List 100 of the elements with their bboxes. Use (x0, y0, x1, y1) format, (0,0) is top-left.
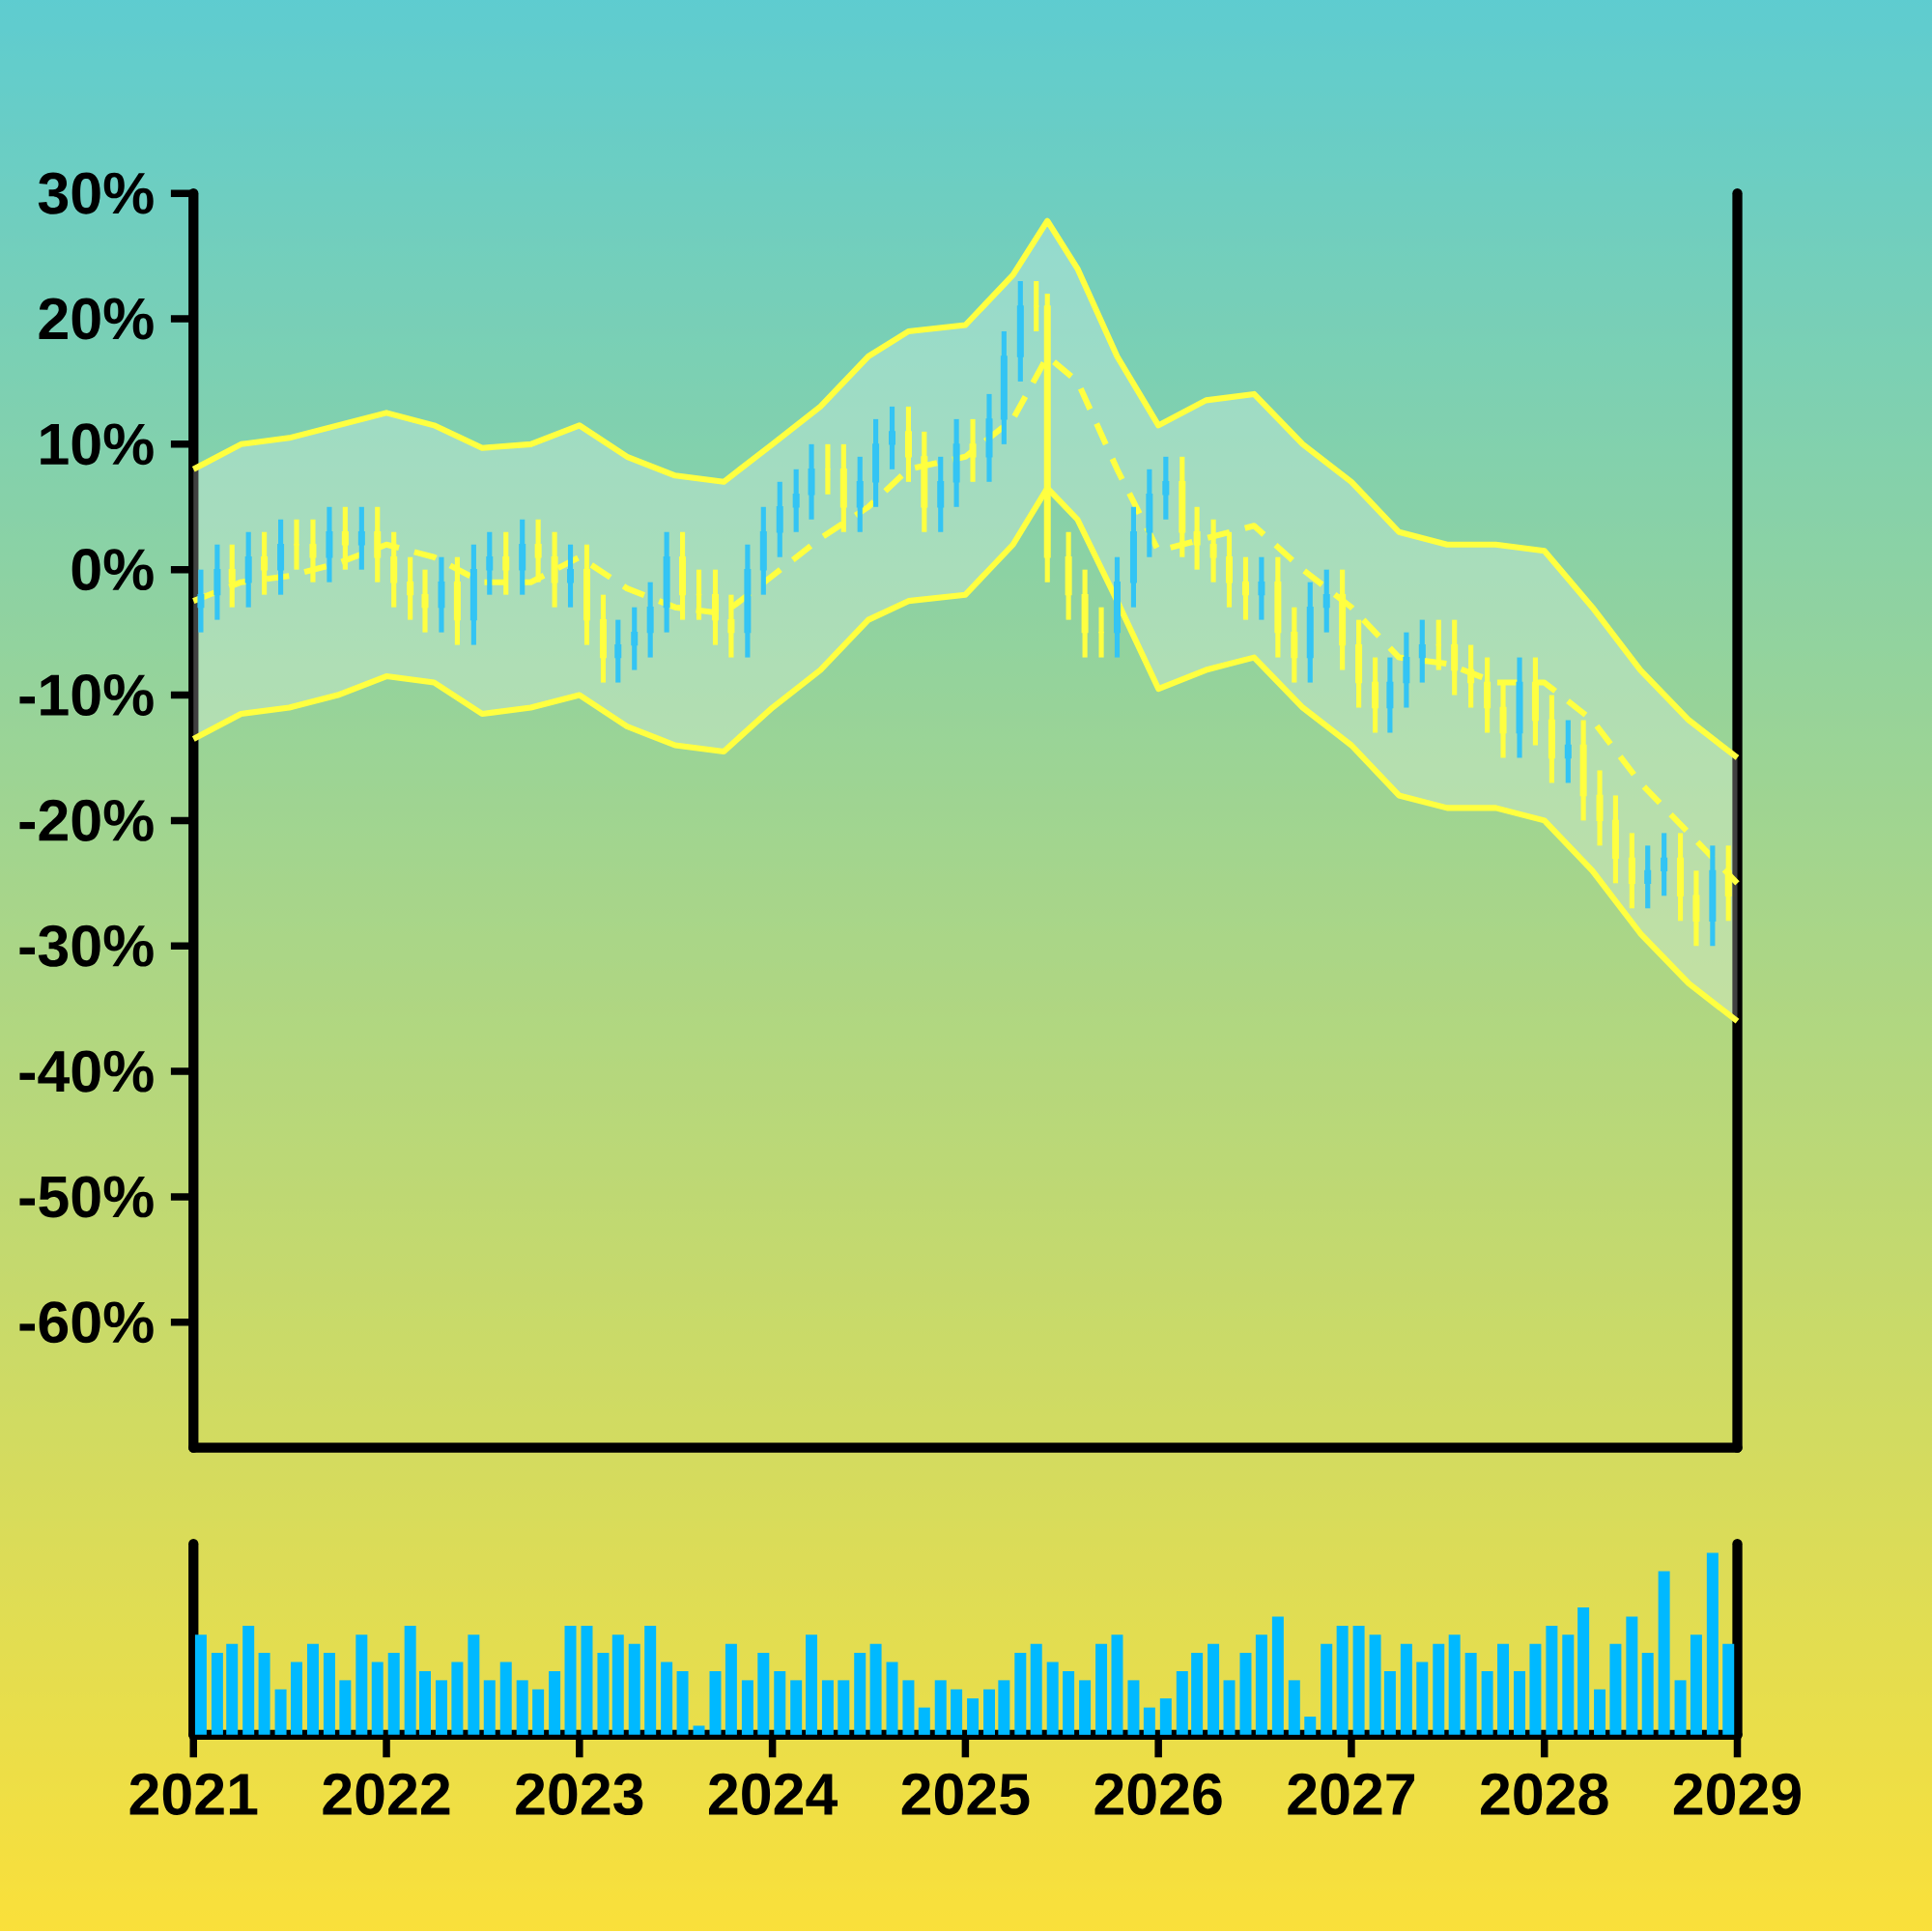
bar (1176, 1670, 1188, 1735)
bar (323, 1653, 335, 1735)
candlestick (1661, 833, 1668, 896)
bar (709, 1670, 722, 1735)
bar (1288, 1680, 1300, 1735)
candlestick (889, 406, 896, 469)
y-tick-label: 0% (71, 549, 154, 591)
bar (1546, 1625, 1558, 1735)
candlestick (1322, 569, 1330, 633)
y-tick-label: -20% (19, 799, 154, 841)
candlestick (486, 531, 494, 595)
y-tick-label: -10% (19, 673, 154, 717)
x-tick-label: 2029 (1673, 1773, 1801, 1815)
bar (1609, 1643, 1622, 1735)
bar (1497, 1643, 1510, 1735)
x-tick-label: 2021 (129, 1773, 258, 1815)
bar (1626, 1616, 1638, 1735)
bar (1079, 1680, 1092, 1735)
candlestick (969, 418, 977, 482)
bar (1111, 1634, 1123, 1735)
bar (693, 1725, 705, 1735)
x-tick-label: 2026 (1094, 1773, 1222, 1815)
candlestick (792, 469, 800, 532)
candlestick (614, 619, 622, 683)
candlestick (1418, 619, 1426, 683)
y-tick-label: 20% (39, 298, 154, 340)
y-tick-label: -60% (19, 1301, 154, 1344)
bar (371, 1662, 384, 1735)
bar (258, 1653, 270, 1735)
candlestick (357, 506, 365, 570)
bar (1706, 1552, 1719, 1735)
candlestick (1644, 845, 1652, 909)
bar (1529, 1643, 1542, 1735)
candlestick (1258, 556, 1265, 620)
bar (1304, 1717, 1317, 1735)
bar (483, 1680, 496, 1735)
candlestick (374, 506, 382, 582)
bar (1255, 1634, 1267, 1735)
candlestick (309, 519, 317, 582)
bar (774, 1670, 786, 1735)
bar (983, 1689, 996, 1735)
bar (1321, 1643, 1333, 1735)
candlestick (421, 569, 429, 633)
bar (1641, 1653, 1654, 1735)
candlestick (341, 506, 349, 570)
bar (1223, 1680, 1236, 1735)
x-tick-label: 2023 (516, 1773, 643, 1816)
bar (1481, 1670, 1493, 1735)
y-tick-label: -50% (19, 1176, 154, 1218)
bar (951, 1689, 963, 1735)
bar (355, 1634, 368, 1735)
bar (274, 1689, 287, 1735)
y-tick-label: 10% (41, 423, 154, 466)
candlestick (1209, 519, 1217, 582)
x-tick-label: 2025 (901, 1773, 1030, 1815)
candlestick (1241, 556, 1249, 620)
bar (306, 1643, 319, 1735)
bar (757, 1653, 770, 1735)
bar (724, 1643, 737, 1735)
bar (1464, 1653, 1477, 1735)
bar (1514, 1670, 1525, 1735)
bar (838, 1680, 850, 1735)
bar (1352, 1625, 1365, 1735)
bar (1095, 1643, 1108, 1735)
bar (1369, 1634, 1381, 1735)
bar (532, 1689, 545, 1735)
candlestick (197, 569, 205, 633)
bar (1191, 1653, 1204, 1735)
bar (902, 1680, 915, 1735)
bar (516, 1680, 528, 1735)
bar (339, 1680, 352, 1735)
bar (291, 1662, 302, 1735)
bar (1336, 1625, 1349, 1735)
candlestick (1162, 456, 1170, 520)
bar (564, 1625, 577, 1735)
candlestick (534, 519, 542, 582)
candlestick (1193, 506, 1201, 570)
bar (1594, 1689, 1606, 1735)
bar (1448, 1634, 1461, 1735)
bar (451, 1662, 464, 1735)
candlestick (502, 531, 510, 595)
bar (468, 1634, 480, 1735)
bar (1046, 1662, 1059, 1735)
bar (226, 1643, 239, 1735)
bar (1208, 1643, 1220, 1735)
bar (597, 1653, 610, 1735)
bar (499, 1662, 512, 1735)
bar (918, 1707, 930, 1735)
candlestick (551, 531, 558, 608)
bar (1416, 1662, 1429, 1735)
bar (1690, 1634, 1702, 1735)
bar (1143, 1707, 1155, 1735)
bar (242, 1625, 255, 1735)
bar (854, 1653, 867, 1735)
bar (741, 1680, 753, 1735)
bar (1014, 1653, 1027, 1735)
candlestick (407, 556, 414, 620)
y-tick-label: 30% (38, 172, 154, 214)
bar (581, 1625, 593, 1735)
bar (387, 1653, 400, 1735)
